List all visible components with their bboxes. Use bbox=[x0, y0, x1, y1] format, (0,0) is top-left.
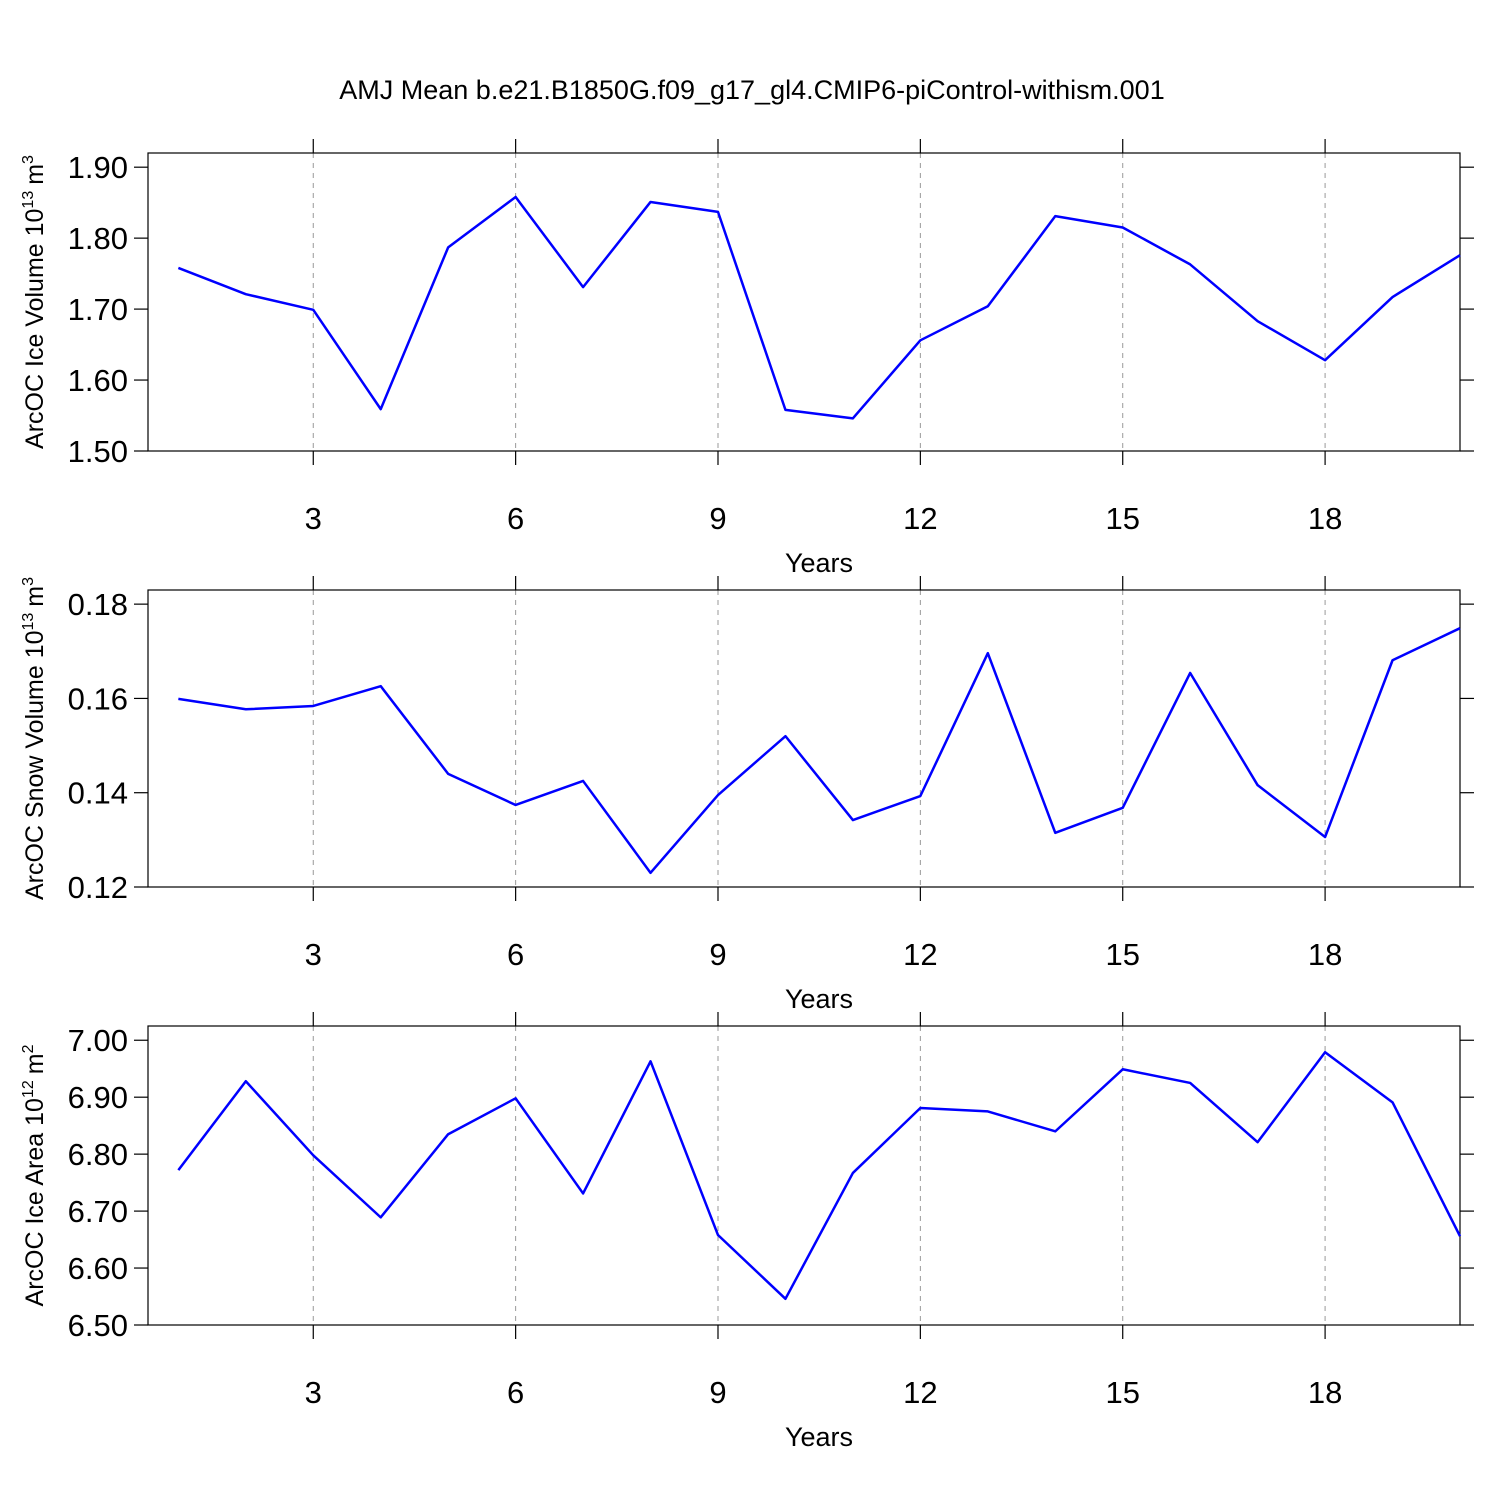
x-tick-label: 3 bbox=[305, 937, 322, 972]
y-axis-label: ArcOC Ice Volume 1013 m3 bbox=[20, 155, 49, 449]
x-tick-label: 18 bbox=[1308, 937, 1342, 972]
y-tick-label: 0.18 bbox=[68, 587, 128, 622]
x-tick-label: 18 bbox=[1308, 501, 1342, 536]
x-axis-label: Years bbox=[785, 548, 853, 578]
y-tick-label: 6.70 bbox=[68, 1194, 128, 1229]
y-label-unit: m bbox=[21, 1053, 49, 1074]
y-tick-label: 0.16 bbox=[68, 681, 128, 716]
y-tick-label: 6.80 bbox=[68, 1137, 128, 1172]
x-tick-label: 6 bbox=[507, 501, 524, 536]
data-line bbox=[177, 1050, 1462, 1301]
plot-frame bbox=[147, 589, 1461, 888]
y-label-exponent: 13 bbox=[20, 613, 37, 631]
y-tick-label: 6.60 bbox=[68, 1251, 128, 1286]
y-tick-label: 6.50 bbox=[68, 1308, 128, 1343]
y-label-unit-exponent: 3 bbox=[20, 577, 37, 586]
y-label-text: ArcOC Ice Area 10 bbox=[21, 1098, 49, 1306]
x-tick-label: 6 bbox=[507, 937, 524, 972]
y-label-unit-exponent: 2 bbox=[20, 1044, 37, 1053]
y-tick-label: 1.90 bbox=[68, 150, 128, 185]
figure-title: AMJ Mean b.e21.B1850G.f09_g17_gl4.CMIP6-… bbox=[339, 75, 1164, 105]
y-tick-label: 0.14 bbox=[68, 776, 128, 811]
y-tick-label: 7.00 bbox=[68, 1023, 128, 1058]
y-label-exponent: 12 bbox=[20, 1080, 37, 1098]
y-axis-label: ArcOC Ice Area 1012 m2 bbox=[20, 1044, 49, 1306]
data-line bbox=[177, 195, 1461, 420]
y-tick-label: 6.90 bbox=[68, 1080, 128, 1115]
plot-frame bbox=[147, 1025, 1461, 1326]
x-tick-label: 6 bbox=[507, 1375, 524, 1410]
y-label-unit-exponent: 3 bbox=[20, 155, 37, 164]
x-tick-label: 18 bbox=[1308, 1375, 1342, 1410]
x-tick-label: 12 bbox=[903, 937, 937, 972]
x-tick-label: 12 bbox=[903, 1375, 937, 1410]
x-tick-label: 15 bbox=[1105, 937, 1139, 972]
y-label-unit: m bbox=[21, 164, 49, 185]
x-tick-label: 12 bbox=[903, 501, 937, 536]
x-axis-label: Years bbox=[785, 1422, 853, 1452]
y-tick-label: 0.12 bbox=[68, 870, 128, 905]
y-label-text: ArcOC Ice Volume 10 bbox=[21, 209, 49, 449]
y-tick-label: 1.60 bbox=[68, 363, 128, 398]
y-label-exponent: 13 bbox=[20, 191, 37, 209]
x-tick-label: 9 bbox=[709, 1375, 726, 1410]
data-line bbox=[178, 627, 1461, 875]
plot-frame bbox=[147, 152, 1461, 452]
y-label-text: ArcOC Snow Volume 10 bbox=[21, 630, 49, 900]
y-axis-label: ArcOC Snow Volume 1013 m3 bbox=[20, 577, 49, 900]
x-tick-label: 15 bbox=[1105, 1375, 1139, 1410]
y-label-unit: m bbox=[21, 586, 49, 607]
y-tick-label: 1.80 bbox=[68, 221, 128, 256]
x-tick-label: 9 bbox=[709, 937, 726, 972]
x-tick-label: 9 bbox=[709, 501, 726, 536]
x-tick-label: 15 bbox=[1105, 501, 1139, 536]
x-tick-label: 3 bbox=[305, 501, 322, 536]
y-tick-label: 1.70 bbox=[68, 292, 128, 327]
y-tick-label: 1.50 bbox=[68, 434, 128, 469]
x-axis-label: Years bbox=[785, 984, 853, 1014]
x-tick-label: 3 bbox=[305, 1375, 322, 1410]
